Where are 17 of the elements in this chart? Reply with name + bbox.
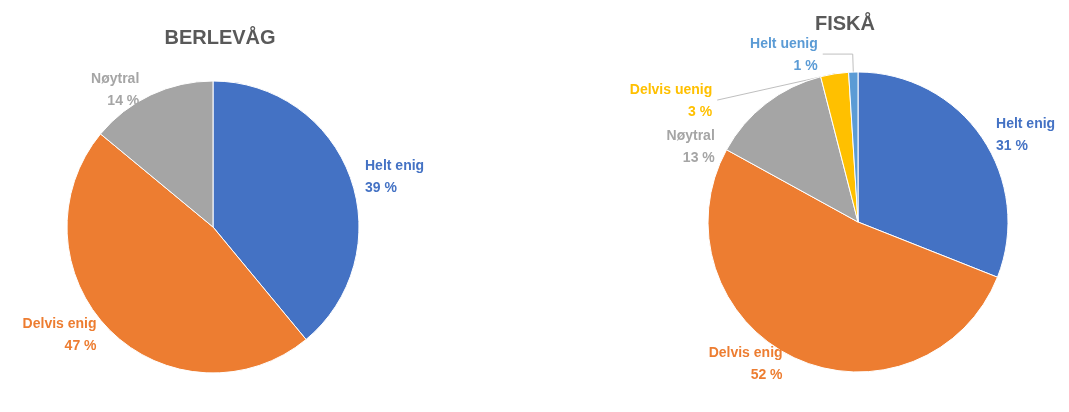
slice-label: Delvis enig: [708, 344, 783, 361]
chart-title: BERLEVÅG: [164, 25, 276, 48]
slice-label: Delvis uenig: [629, 81, 713, 98]
data-label: 13 %: [682, 149, 716, 166]
slice-label: Nøytral: [666, 127, 715, 144]
data-label: 39 %: [365, 178, 398, 195]
chart-title: FISKÅ: [815, 11, 875, 34]
slice-label: Nøytral: [91, 70, 140, 87]
slice-label: Helt enig: [996, 115, 1056, 132]
data-label: 3 %: [688, 103, 713, 120]
data-label: 47 %: [64, 337, 98, 354]
slice-label: Helt enig: [365, 156, 425, 173]
data-label: 52 %: [750, 366, 784, 383]
slice-label: Helt uenig: [750, 35, 818, 52]
data-label: 31 %: [996, 137, 1029, 154]
data-label: 1 %: [793, 57, 819, 74]
slice-label: Delvis enig: [22, 315, 97, 332]
